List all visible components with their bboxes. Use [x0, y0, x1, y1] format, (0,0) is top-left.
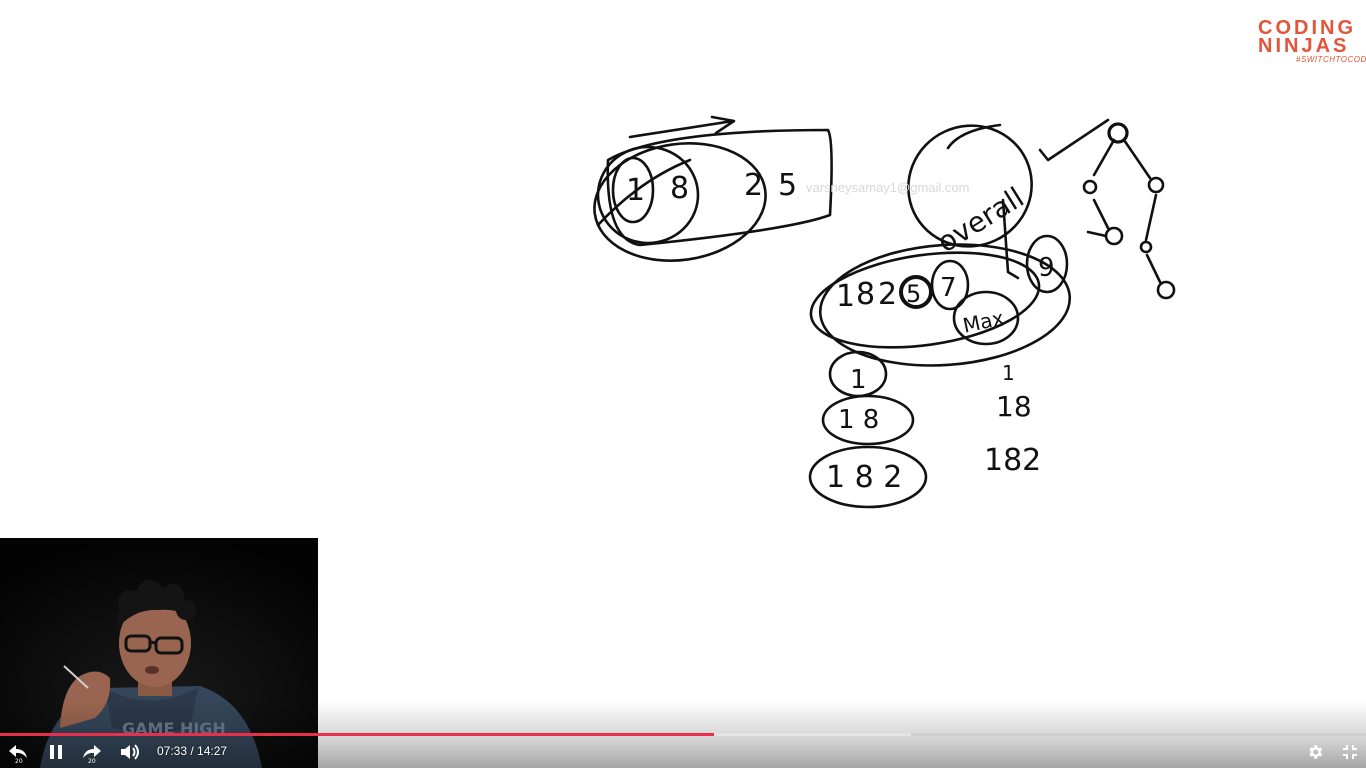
time-separator: / — [187, 744, 198, 758]
circle-5 — [899, 275, 933, 309]
direction-arrow — [628, 115, 736, 139]
array-digit-8: 8 — [670, 171, 689, 206]
coding-ninjas-logo: CODING NINJAS #SWITCHTOCODE — [1256, 16, 1366, 68]
circle-9 — [1025, 234, 1069, 294]
middle-digit-8: 8 — [856, 277, 875, 312]
logo-tagline: #SWITCHTOCODE — [1296, 55, 1366, 64]
instructor-image: GAME HIGH — [0, 538, 318, 768]
oval-182 — [808, 445, 928, 509]
stack-label-18: 1 8 — [838, 405, 879, 435]
middle-digit-9: 9 — [1038, 253, 1055, 283]
right-label-1: 1 — [1002, 361, 1015, 385]
subarray-oval-mid — [596, 145, 700, 245]
max-label: Max — [961, 306, 1007, 338]
current-time: 07:33 — [157, 744, 188, 758]
subarray-oval-large — [593, 142, 767, 262]
pause-icon — [50, 745, 62, 759]
forward-20-icon: 20 — [83, 745, 101, 764]
max-oval — [952, 290, 1020, 346]
array-digit-2: 2 — [744, 168, 763, 203]
right-label-182: 182 — [984, 443, 1041, 478]
volume-icon — [121, 744, 139, 760]
array-digit-5: 5 — [778, 168, 797, 203]
volume-button[interactable] — [119, 740, 141, 764]
time-display: 07:33 / 14:27 — [157, 744, 227, 758]
middle-oval — [809, 251, 1041, 349]
exit-fullscreen-button[interactable] — [1339, 740, 1361, 764]
middle-digit-1: 1 — [836, 279, 855, 314]
middle-digit-5: 5 — [906, 280, 921, 308]
oval-18 — [821, 394, 915, 446]
logo-line-2: NINJAS — [1258, 35, 1350, 57]
overall-oval — [907, 124, 1033, 248]
array-digit-1: 1 — [626, 173, 645, 208]
duration: 14:27 — [197, 744, 228, 758]
settings-button[interactable] — [1304, 740, 1326, 764]
progress-played — [0, 733, 715, 736]
progress-bar[interactable] — [0, 733, 1366, 736]
logo-line-1: CODING — [1258, 17, 1356, 39]
right-label-18: 18 — [996, 390, 1032, 423]
subarray-oval-small — [611, 156, 655, 224]
rewind-button[interactable]: 20 — [6, 740, 30, 764]
instructor-webcam: GAME HIGH — [0, 538, 318, 768]
rewind-20-icon: 20 — [9, 745, 27, 764]
gear-icon — [1309, 745, 1323, 759]
svg-text:20: 20 — [88, 758, 96, 764]
svg-text:20: 20 — [15, 758, 23, 764]
stack-label-182: 1 8 2 — [826, 460, 902, 495]
stack-label-1: 1 — [850, 365, 867, 395]
forward-button[interactable]: 20 — [80, 740, 104, 764]
exit-fullscreen-icon — [1343, 745, 1357, 759]
email-watermark: varsneysamay1@gmail.com — [806, 180, 970, 195]
middle-digit-2: 2 — [878, 277, 897, 312]
pause-button[interactable] — [46, 740, 66, 764]
middle-digit-7: 7 — [940, 273, 957, 303]
